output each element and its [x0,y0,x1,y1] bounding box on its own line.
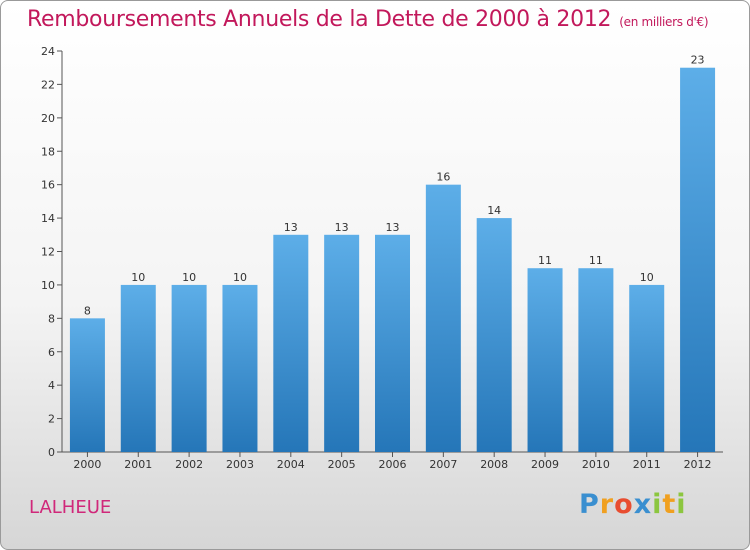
logo-letter: i [676,489,687,520]
y-tick-label: 16 [41,179,55,192]
value-label-2000: 8 [84,304,91,317]
value-label-2001: 10 [131,271,145,284]
value-label-2008: 14 [487,204,501,217]
logo-letter: i [652,489,663,520]
logo-letter: r [599,489,615,520]
value-label-2010: 11 [589,254,603,267]
y-tick-label: 14 [41,212,55,225]
bar-2008 [476,218,512,452]
bar-2005 [324,234,360,452]
logo-letter: o [614,489,634,520]
y-tick-label: 18 [41,145,55,158]
x-tick-label-2009: 2009 [531,458,559,471]
chart-title: Remboursements Annuels de la Dette de 20… [27,7,709,32]
x-tick-label-2007: 2007 [429,458,457,471]
x-tick-label-2004: 2004 [277,458,305,471]
bar-2006 [375,234,410,452]
y-tick-label: 20 [41,112,55,125]
y-tick-label: 0 [48,446,55,459]
proxiti-logo: Proxiti [579,489,687,520]
chart-unit: (en milliers d'€) [619,15,709,29]
value-label-2009: 11 [538,254,552,267]
bar-2011 [629,284,665,452]
y-tick-label: 10 [41,279,55,292]
bar-2012 [680,67,716,452]
commune-name: LALHEUE [29,497,112,518]
value-label-2003: 10 [233,271,247,284]
y-tick-label: 8 [48,312,55,325]
bar-2000 [69,318,105,452]
value-label-2007: 16 [436,171,450,184]
bars: 8 10 10 10 13 13 13 16 14 11 11 10 23 [69,54,716,452]
bar-2009 [527,268,563,452]
x-tick-label-2000: 2000 [73,458,101,471]
y-tick-label: 12 [41,246,55,259]
y-tick-label: 24 [41,45,55,58]
logo-letter: x [633,489,653,520]
value-label-2006: 13 [386,221,400,234]
value-label-2002: 10 [182,271,196,284]
y-tick-label: 22 [41,78,55,91]
x-tick-label-2008: 2008 [480,458,508,471]
value-label-2004: 13 [284,221,298,234]
bar-2001 [120,284,156,452]
x-tick-label-2010: 2010 [582,458,610,471]
x-tick-label-2012: 2012 [684,458,712,471]
logo-letter: P [579,489,600,520]
x-tick-label-2011: 2011 [633,458,661,471]
x-tick-label-2001: 2001 [124,458,152,471]
bar-2002 [171,284,207,452]
chart-title-text: Remboursements Annuels de la Dette de 20… [27,7,612,32]
logo-letter: t [662,489,677,520]
bar-2004 [273,234,309,452]
y-tick-label: 2 [48,413,55,426]
value-label-2012: 23 [691,54,705,67]
x-tick-label-2003: 2003 [226,458,254,471]
y-tick-label: 6 [48,346,55,359]
bar-2007 [425,184,461,452]
value-label-2011: 10 [640,271,654,284]
bar-2003 [222,284,258,452]
x-tick-label-2006: 2006 [379,458,407,471]
x-tick-label-2002: 2002 [175,458,203,471]
y-tick-label: 4 [48,379,55,392]
x-tick-label-2005: 2005 [328,458,356,471]
value-label-2005: 13 [335,221,349,234]
bar-2010 [578,268,614,452]
